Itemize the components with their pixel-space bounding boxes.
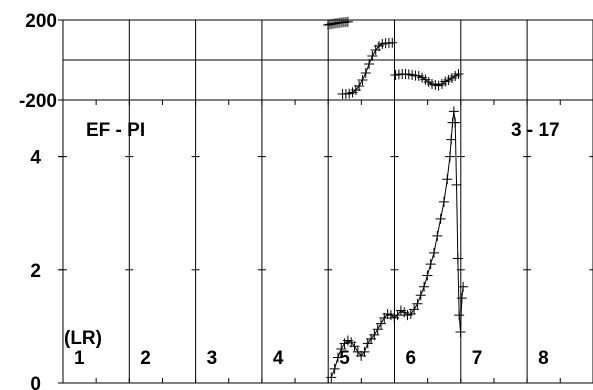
ratio-point — [452, 253, 463, 264]
annotation-unit: (LR) — [64, 328, 102, 349]
ratio-point — [451, 179, 462, 190]
ratio-point — [456, 293, 467, 304]
ratio-point — [422, 270, 433, 281]
ratio-point — [448, 106, 459, 117]
ratio-point — [376, 318, 386, 329]
ratio-panel: 0 2 4 1 2 3 4 5 6 7 8 — [30, 99, 593, 390]
phase-point — [360, 68, 371, 78]
annotation-left: EF - PI — [86, 120, 145, 141]
ratio-point — [446, 134, 457, 145]
phase-point — [387, 37, 398, 48]
ratio-point — [372, 324, 383, 335]
ratio-point — [336, 344, 347, 355]
phase-point — [342, 16, 353, 27]
ratio-point — [455, 327, 466, 338]
ratio-point — [329, 363, 340, 374]
annotation-right: 3 - 17 — [511, 120, 560, 141]
phase-point — [453, 69, 464, 79]
segment-label: 6 — [406, 348, 417, 369]
phase-point — [364, 59, 375, 69]
phase-series-line — [342, 42, 393, 95]
segment-label: 7 — [472, 348, 483, 369]
segment-label: 2 — [140, 348, 151, 369]
phase-panel: 200 -200 — [19, 11, 593, 112]
phase-point — [367, 51, 378, 61]
ratio-point — [409, 304, 420, 315]
ratio-ytick-label: 4 — [30, 148, 41, 169]
ratio-point — [454, 310, 465, 321]
ratio-point — [435, 213, 446, 224]
ratio-point — [458, 281, 469, 292]
ratio-point — [369, 329, 380, 340]
phase-point — [357, 75, 368, 85]
segment-label: 8 — [538, 348, 549, 369]
ratio-point — [419, 281, 430, 292]
ratio-point — [425, 259, 436, 270]
ratio-ytick-label: 2 — [30, 261, 41, 282]
ratio-point — [412, 298, 423, 309]
phase-ytick-label: -200 — [19, 91, 57, 112]
segment-label: 4 — [273, 348, 284, 369]
ratio-point — [332, 352, 343, 363]
ratio-point — [444, 151, 455, 162]
segment-label: 1 — [74, 348, 85, 369]
phase-point — [354, 81, 365, 91]
segment-label: 3 — [207, 348, 218, 369]
ratio-point — [442, 174, 453, 185]
ratio-point — [432, 230, 443, 241]
ratio-point — [438, 196, 449, 207]
ratio-point — [326, 372, 337, 383]
phase-ytick-label: 200 — [25, 11, 57, 32]
phase-point — [323, 20, 333, 30]
ratio-point — [429, 247, 439, 258]
ratio-point — [415, 290, 426, 301]
ratio-point — [359, 346, 370, 357]
ratio-point — [450, 117, 461, 128]
ratio-point — [349, 341, 360, 352]
segment-label: 5 — [339, 348, 350, 369]
ratio-ytick-label: 0 — [30, 374, 41, 390]
